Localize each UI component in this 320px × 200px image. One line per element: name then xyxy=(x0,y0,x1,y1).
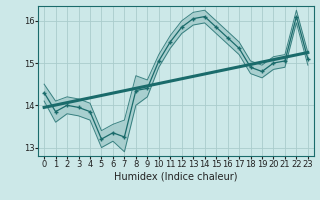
X-axis label: Humidex (Indice chaleur): Humidex (Indice chaleur) xyxy=(114,172,238,182)
